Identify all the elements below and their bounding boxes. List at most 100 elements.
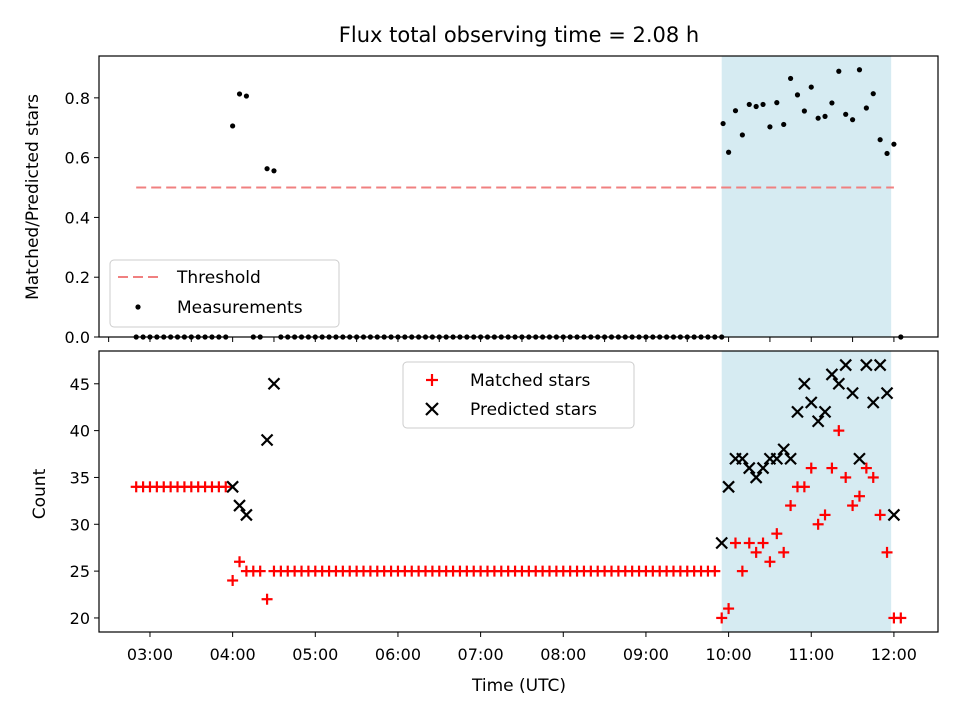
matched-star-marker	[867, 471, 879, 483]
predicted-star-marker	[267, 377, 281, 391]
predicted-star-marker	[749, 471, 763, 484]
measurement-point	[753, 103, 759, 110]
predicted-star-marker	[240, 508, 253, 522]
measurement-point	[884, 150, 890, 157]
bottom-x-tick-label: 06:00	[375, 645, 421, 664]
top-legend-box	[109, 259, 340, 328]
bottom-y-tick-label: 45	[70, 375, 90, 394]
measurement-point	[870, 91, 876, 97]
bottom-x-tick-label: 04:00	[210, 645, 256, 664]
measurement-point	[760, 101, 766, 108]
bottom-legend-box	[402, 361, 635, 429]
top-y-axis: 0.0 0.2 0.4 0.6 0.8	[65, 89, 99, 347]
predicted-star-marker	[825, 368, 839, 381]
measurement-point	[877, 137, 883, 143]
measurement-point	[822, 113, 828, 119]
predicted-star-marker	[715, 536, 728, 550]
bottom-x-axis-label: Time (UTC)	[471, 676, 566, 696]
matched-star-marker	[847, 500, 859, 512]
matched-star-marker	[736, 565, 748, 577]
matched-star-marker	[750, 546, 762, 558]
measurement-point	[843, 111, 849, 117]
top-y-tick-label: 0.8	[65, 89, 90, 108]
top-y-tick-label: 0.2	[65, 268, 90, 287]
predicted-star-marker	[777, 443, 790, 456]
matched-star-marker	[812, 518, 824, 530]
top-y-axis-label: Matched/Predicted stars	[23, 94, 43, 300]
matched-star-marker	[723, 603, 735, 615]
bottom-x-tick-label: 05:00	[292, 645, 338, 664]
measurement-point	[829, 100, 835, 106]
bottom-x-tick-label: 10:00	[706, 645, 752, 664]
top-y-tick-label: 0.6	[65, 149, 90, 168]
predicted-star-marker	[860, 358, 873, 372]
measurement-point	[746, 101, 752, 108]
bottom-x-axis: 03:00 04:00 05:00 06:00 07:00 08:00 09:00 10:00…	[127, 632, 917, 664]
matched-star-marker	[764, 556, 776, 568]
measurement-point	[720, 120, 726, 127]
observing-window-shade-top	[721, 56, 892, 337]
bottom-y-tick-label: 20	[70, 609, 90, 628]
predicted-star-marker	[722, 480, 735, 494]
matched-star-marker	[826, 462, 838, 474]
matched-star-marker	[227, 574, 239, 586]
bottom-x-tick-label: 07:00	[458, 645, 504, 664]
chart-title: Flux total observing time = 2.08 h	[339, 23, 699, 47]
measurement-point	[794, 92, 801, 98]
bottom-y-tick-label: 35	[70, 468, 90, 487]
legend-threshold-label: Threshold	[176, 268, 261, 288]
measurement-point	[774, 100, 780, 106]
predicted-star-marker	[839, 358, 852, 372]
bottom-y-tick-label: 25	[70, 562, 90, 581]
matched-star-marker	[805, 462, 817, 474]
predicted-star-marker	[832, 377, 846, 391]
bottom-y-tick-label: 30	[70, 515, 90, 534]
predicted-stars-points	[226, 358, 901, 550]
measurement-point	[836, 68, 842, 74]
measurement-point	[767, 124, 773, 130]
predicted-star-marker	[742, 461, 756, 475]
top-plot-frame	[98, 55, 939, 338]
matched-star-marker	[895, 612, 907, 624]
matched-star-marker	[819, 509, 831, 521]
measurement-point	[801, 108, 807, 114]
predicted-star-marker	[791, 405, 804, 419]
legend-predicted-label: Predicted stars	[470, 400, 597, 420]
legend-matched-swatch	[426, 374, 438, 386]
measurement-point	[781, 121, 787, 128]
matched-star-marker	[254, 565, 266, 577]
measurement-point	[271, 168, 277, 174]
bottom-x-tick-label: 08:00	[540, 645, 586, 664]
predicted-star-marker	[233, 499, 246, 512]
bottom-legend: Matched stars Predicted stars	[402, 361, 635, 429]
matched-star-marker	[220, 481, 232, 493]
observing-window-shade-bottom	[721, 351, 892, 632]
matched-star-marker	[833, 425, 845, 437]
measurement-point	[243, 93, 250, 99]
measurement-point	[849, 117, 856, 123]
predicted-star-marker	[846, 386, 859, 400]
matched-star-marker	[874, 509, 886, 521]
predicted-star-marker	[260, 433, 274, 447]
bottom-plot-frame	[98, 350, 939, 633]
bottom-y-axis-label: Count	[30, 468, 50, 519]
legend-measurements-swatch	[135, 304, 141, 310]
legend-measurements-label: Measurements	[177, 298, 303, 318]
predicted-star-marker	[226, 480, 239, 494]
top-panel: 0.00.20.40.60.8 Matched/Predicted stars …	[23, 55, 939, 347]
top-legend: Threshold Measurements	[109, 259, 340, 328]
matched-star-marker	[881, 546, 893, 558]
predicted-star-marker	[798, 377, 811, 391]
matched-star-marker	[757, 537, 769, 549]
predicted-star-marker	[811, 414, 825, 428]
predicted-star-marker	[887, 508, 901, 522]
predicted-star-marker	[770, 452, 784, 465]
measurement-point	[815, 115, 821, 121]
predicted-star-marker	[804, 396, 818, 409]
matched-star-marker	[261, 593, 273, 605]
measurement-point	[891, 141, 897, 147]
bottom-y-tick-label: 40	[70, 422, 90, 441]
bottom-panel: 20 25 30 35 40 45 03:00 04:00 05:00 06:00 07:00 08…	[30, 350, 939, 696]
bottom-x-tick-label: 12:00	[871, 645, 917, 664]
